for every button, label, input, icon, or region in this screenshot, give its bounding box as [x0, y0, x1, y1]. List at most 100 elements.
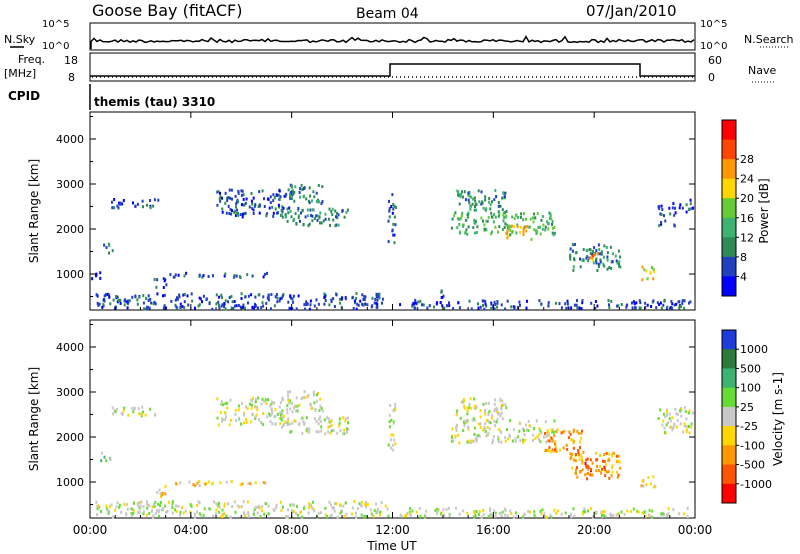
velocity-cell [488, 410, 491, 413]
velocity-cell [590, 507, 592, 511]
power-cell [235, 212, 238, 216]
velocity-cell [523, 433, 526, 437]
power-cell [250, 293, 253, 297]
power-cell [244, 295, 247, 299]
power-cell [466, 213, 469, 217]
velocity-cell [215, 508, 218, 512]
power-colorbar-swatch [722, 256, 736, 277]
power-colorbar-swatch [722, 159, 736, 180]
power-cell [281, 215, 284, 219]
power-cell [231, 197, 233, 201]
velocity-cell [473, 432, 476, 436]
power-cell [489, 207, 492, 211]
power-cell [182, 293, 185, 297]
power-cell [260, 306, 263, 310]
velocity-ytick-label: 3000 [56, 386, 84, 399]
velocity-cell [159, 501, 162, 504]
velocity-cell [289, 407, 292, 411]
power-cell [502, 191, 505, 195]
power-cell [681, 299, 684, 303]
power-cell [125, 300, 128, 304]
velocity-ytick-label: 4000 [56, 341, 84, 354]
velocity-cell [551, 430, 554, 434]
velocity-cell [577, 451, 580, 455]
power-cell [113, 198, 116, 201]
time-tick-label: 00:00 [678, 523, 713, 537]
velocity-cell [668, 417, 671, 420]
velocity-cell [344, 501, 347, 505]
power-cell [241, 189, 244, 193]
velocity-cell [610, 513, 613, 517]
power-cell [152, 204, 155, 208]
velocity-cell [109, 457, 112, 461]
velocity-colorbar-swatch [722, 406, 736, 427]
power-cell [484, 299, 487, 303]
power-cell [483, 223, 486, 227]
station-title: Goose Bay (fitACF) [92, 1, 242, 20]
power-cell [381, 297, 384, 301]
velocity-cell [641, 511, 644, 515]
velocity-cell [146, 506, 149, 510]
velocity-cell [463, 406, 466, 410]
power-cell [675, 302, 678, 306]
velocity-cell [545, 449, 548, 452]
power-cell [319, 211, 322, 215]
power-cell [524, 225, 527, 229]
power-cell [136, 298, 139, 302]
velocity-cell [293, 419, 296, 423]
power-cell [596, 252, 599, 256]
power-cell [122, 199, 125, 202]
power-cell [271, 205, 274, 209]
power-scatter-region [399, 298, 692, 311]
velocity-cell [257, 396, 260, 400]
velocity-cell [318, 417, 321, 421]
power-cell [259, 204, 261, 208]
power-cell [270, 307, 272, 311]
power-cell [542, 223, 545, 227]
velocity-cell [137, 407, 140, 411]
velocity-cell [553, 419, 556, 423]
velocity-cell [601, 514, 603, 518]
power-cell [442, 294, 445, 298]
power-cell [585, 249, 588, 252]
velocity-cell [316, 393, 318, 397]
velocity-cell [683, 512, 686, 516]
velocity-cell [198, 479, 201, 483]
power-cell [174, 273, 177, 277]
velocity-cell [161, 493, 164, 497]
velocity-cell [287, 417, 290, 421]
velocity-cell [327, 425, 330, 429]
power-cell [547, 304, 550, 308]
power-cell [308, 307, 311, 311]
velocity-cell [166, 509, 169, 513]
power-cell [234, 213, 237, 217]
power-cell [300, 211, 302, 215]
velocity-cell [501, 510, 504, 514]
velocity-cell [434, 509, 437, 512]
power-cell [548, 211, 551, 215]
velocity-cell [223, 504, 226, 508]
power-cell [635, 301, 638, 305]
velocity-cell [666, 413, 668, 416]
velocity-cell [462, 420, 465, 424]
velocity-cell [193, 512, 196, 516]
power-cell [452, 307, 455, 311]
velocity-cell [687, 411, 690, 415]
power-scatter-region [169, 271, 268, 279]
velocity-cell [686, 515, 689, 518]
velocity-cell [477, 513, 480, 516]
power-cell [235, 202, 238, 206]
velocity-cell [108, 505, 111, 509]
velocity-cell [472, 439, 475, 443]
power-cell [101, 305, 104, 309]
power-cell [661, 208, 664, 211]
power-cell [303, 303, 306, 307]
power-cell [299, 187, 302, 191]
power-cell [585, 256, 588, 260]
velocity-cell [249, 482, 252, 486]
power-cell [147, 298, 150, 302]
velocity-cell [142, 512, 145, 516]
velocity-cell [595, 458, 598, 462]
power-cell [591, 252, 594, 256]
power-cell [181, 305, 184, 309]
